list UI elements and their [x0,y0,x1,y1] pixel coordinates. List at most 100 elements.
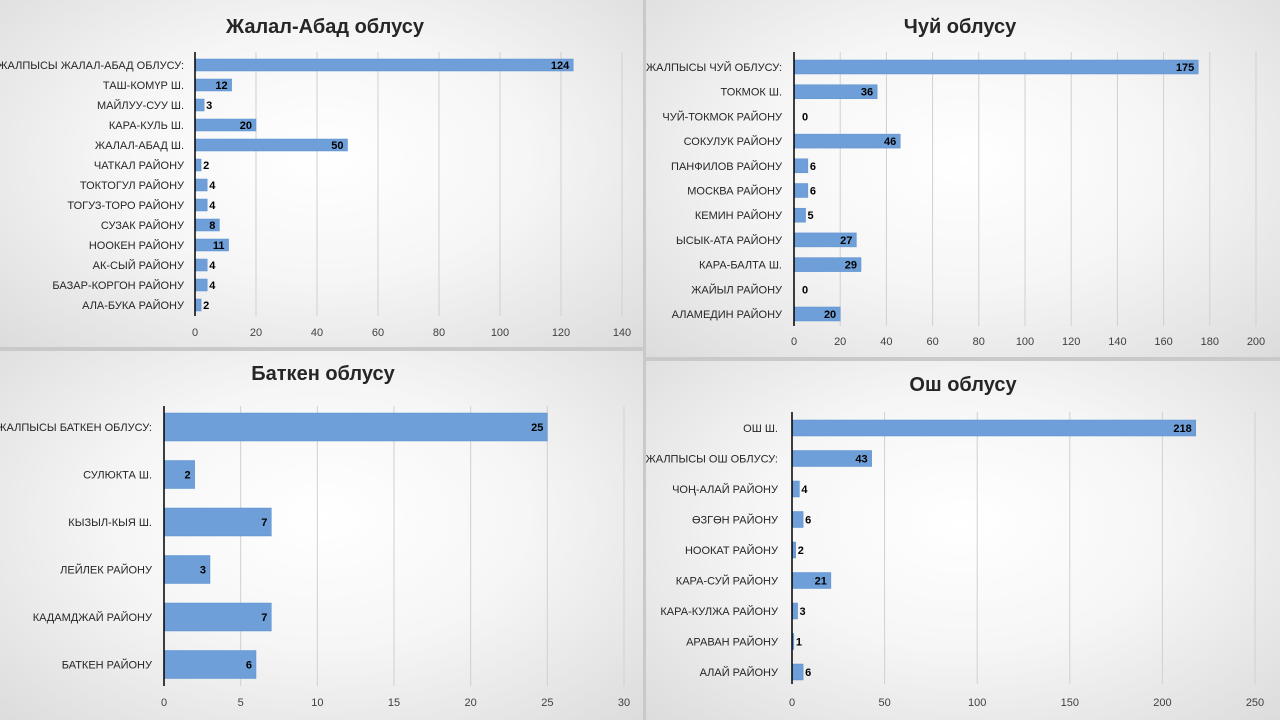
data-label: 3 [800,606,806,618]
category-label: ЖАЛПЫСЫ ЖАЛАЛ-АБАД ОБЛУСУ: [0,60,184,72]
tick-label: 10 [311,697,323,709]
category-label: КЫЗЫЛ-КЫЯ Ш. [68,517,152,529]
data-label: 5 [808,210,814,222]
data-label: 4 [801,484,808,496]
data-label: 25 [531,422,543,434]
category-label: ОШ Ш. [743,423,778,435]
chart-title: Баткен облусу [251,363,395,385]
chart-panel-jalal-abad: Жалал-Абад облусу ЖАЛПЫСЫ ЖАЛАЛ-АБАД ОБЛ… [0,0,643,347]
bar [194,278,208,292]
data-label: 175 [1176,62,1194,74]
category-label: ПАНФИЛОВ РАЙОНУ [671,160,783,173]
category-label: АЛАЙ РАЙОНУ [700,666,779,679]
tick-label: 100 [1016,336,1034,348]
tick-label: 100 [968,697,986,709]
tick-label: 20 [465,697,477,709]
category-label: ТОКМОК Ш. [720,87,782,99]
bar [791,480,800,498]
tick-label: 0 [161,697,167,709]
category-label: ЫСЫК-АТА РАЙОНУ [676,234,783,247]
bar [791,602,798,620]
tick-label: 60 [372,327,384,339]
category-label: МАЙЛУУ-СУУ Ш. [97,99,184,112]
category-label: ЧУЙ-ТОКМОК РАЙОНУ [662,110,783,123]
category-label: КАРА-БАЛТА Ш. [699,260,782,272]
category-label: НООКЕН РАЙОНУ [89,239,185,252]
chart-panel-osh: Ош облусу ОШ Ш. 218 ЖАЛПЫСЫ ОШ ОБЛУСУ: 43 ЧО… [646,361,1280,720]
bar [194,98,205,112]
tick-label: 100 [491,327,509,339]
bar [793,158,809,174]
chart-title: Чуй облусу [904,16,1017,38]
bar [793,183,809,198]
category-label: МОСКВА РАЙОНУ [687,185,783,198]
bar [163,412,548,442]
data-label: 2 [798,545,804,557]
bar [791,419,1196,437]
data-label: 0 [802,284,808,296]
category-label: ЧОҢ-АЛАЙ РАЙОНУ [672,483,779,496]
tick-label: 120 [1062,336,1080,348]
data-label: 218 [1173,423,1191,435]
data-label: 7 [261,517,267,529]
category-label: КАРА-КУЛЬ Ш. [109,120,184,132]
data-label: 2 [203,300,209,312]
category-label: ТОГУЗ-ТОРО РАЙОНУ [67,199,185,212]
category-label: КАДАМДЖАЙ РАЙОНУ [33,611,153,624]
data-label: 2 [185,470,191,482]
category-label: СУЛЮКТА Ш. [83,470,152,482]
data-label: 4 [209,200,216,212]
bar [793,207,806,223]
category-label: ЖАЛПЫСЫ БАТКЕН ОБЛУСУ: [0,422,152,434]
bar [194,58,574,72]
data-label: 4 [209,260,216,272]
tick-label: 40 [311,327,323,339]
data-label: 6 [810,186,816,198]
bar [163,460,195,489]
category-label: СУЗАК РАЙОНУ [101,219,185,232]
category-label: АЛАМЕДИН РАЙОНУ [672,308,783,321]
bar [791,663,804,681]
data-label: 3 [200,565,206,577]
tick-label: 20 [250,327,262,339]
tick-label: 40 [880,336,892,348]
data-label: 20 [240,120,252,132]
tick-label: 20 [834,336,846,348]
data-label: 8 [209,220,215,232]
bar [194,198,208,212]
tick-label: 25 [541,697,553,709]
category-label: ӨЗГӨН РАЙОНУ [692,514,779,527]
tick-label: 250 [1246,697,1264,709]
bar [194,218,220,232]
category-label: КАРА-СУЙ РАЙОНУ [676,575,779,588]
category-label: СОКУЛУК РАЙОНУ [684,135,783,148]
tick-label: 0 [791,336,797,348]
tick-label: 140 [1108,336,1126,348]
tick-label: 60 [926,336,938,348]
tick-label: 30 [618,697,630,709]
data-label: 11 [213,240,225,252]
tick-label: 120 [552,327,570,339]
tick-label: 200 [1247,336,1265,348]
category-label: ТОКТОГУЛ РАЙОНУ [80,179,185,192]
bar [791,511,804,528]
category-label: КЕМИН РАЙОНУ [695,209,783,222]
bar [194,298,202,312]
data-label: 50 [331,140,343,152]
tick-label: 200 [1153,697,1171,709]
tick-label: 80 [973,336,985,348]
category-label: АРАВАН РАЙОНУ [686,636,779,649]
tick-label: 15 [388,697,400,709]
chart-panel-chuy: Чуй облусу ЖАЛПЫСЫ ЧУЙ ОБЛУСУ: 175 ТОКМОК … [646,0,1280,357]
data-label: 6 [805,515,811,527]
category-label: ЖАЛПЫСЫ ЧУЙ ОБЛУСУ: [646,61,782,74]
data-label: 20 [824,309,836,321]
tick-label: 160 [1154,336,1172,348]
bar [194,158,202,172]
data-label: 4 [209,180,216,192]
chart-jalal-abad: Жалал-Абад облусу ЖАЛПЫСЫ ЖАЛАЛ-АБАД ОБЛ… [0,16,631,339]
data-label: 21 [815,576,827,588]
data-label: 6 [246,660,252,672]
tick-label: 0 [192,327,198,339]
bar [793,59,1199,75]
